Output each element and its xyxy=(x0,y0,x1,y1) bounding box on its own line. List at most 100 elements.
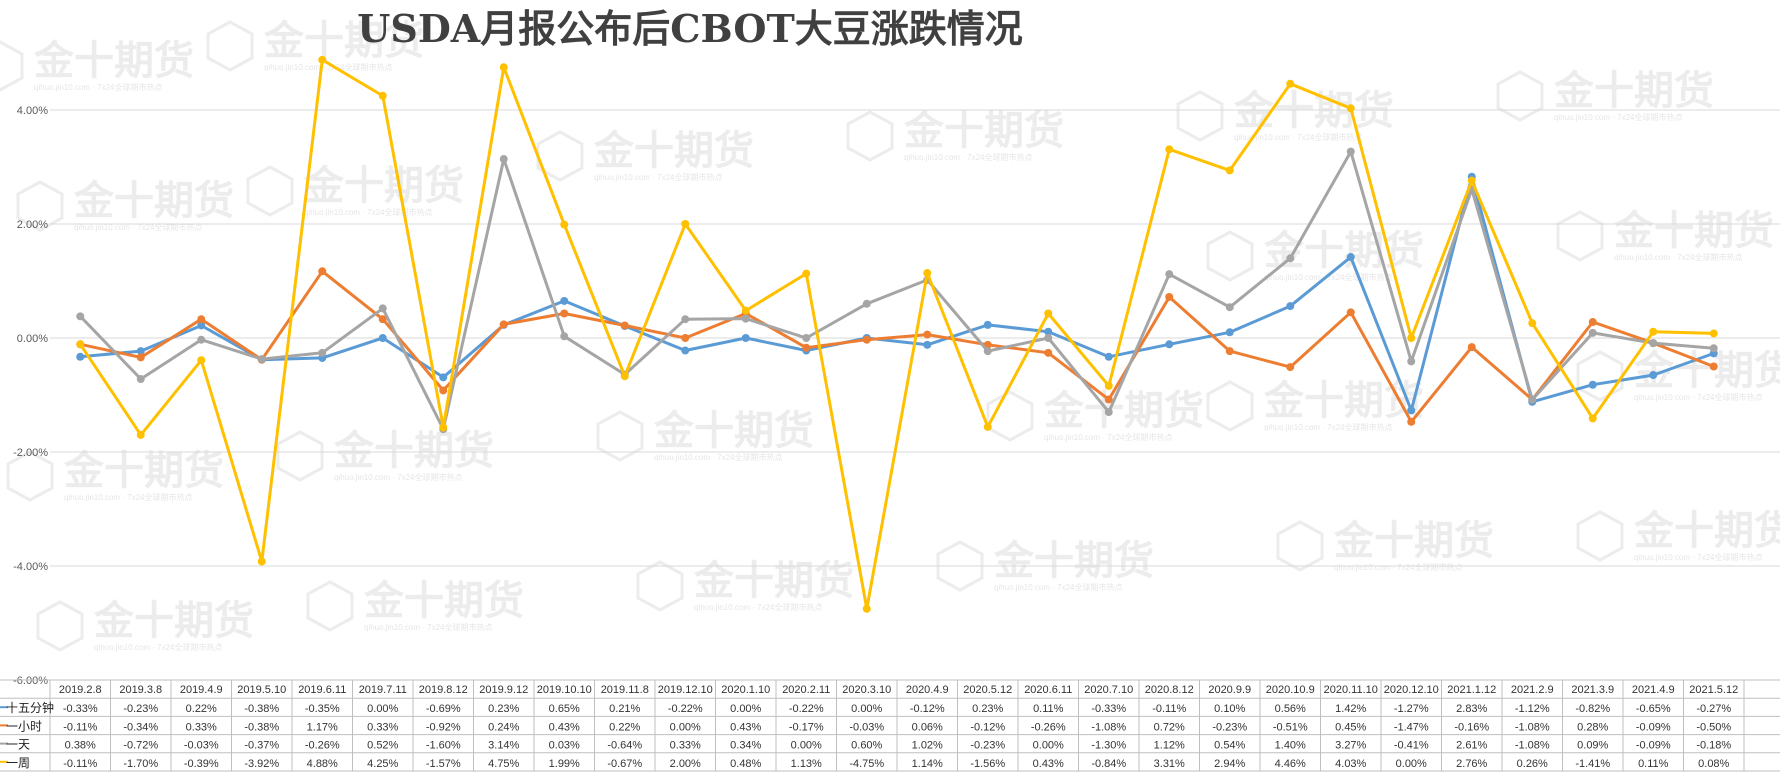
data-point xyxy=(1346,308,1355,317)
watermark-logo-icon xyxy=(1176,90,1224,142)
x-tick-label: 2019.6.11 xyxy=(298,684,346,696)
data-label: -0.11% xyxy=(1152,703,1186,715)
watermark-logo-icon xyxy=(846,110,894,162)
watermark-logo-icon xyxy=(536,130,584,182)
data-point xyxy=(1286,79,1295,88)
data-point xyxy=(1225,303,1234,312)
data-point xyxy=(862,604,871,613)
y-tick-label: 2.00% xyxy=(17,219,48,231)
data-label: 0.38% xyxy=(65,740,96,752)
data-label: -0.64% xyxy=(607,740,642,752)
watermark-brand: 金十期货 xyxy=(1263,378,1424,424)
watermark-subtext: qihuo.jin10.com · 7x24全球期市热点 xyxy=(94,642,223,652)
data-label: -0.37% xyxy=(244,740,279,752)
data-point xyxy=(983,320,992,329)
legend-label: 一小时 xyxy=(6,719,42,733)
data-label: 3.27% xyxy=(1335,740,1366,752)
data-label: 1.13% xyxy=(791,758,822,770)
data-label: 0.54% xyxy=(1214,740,1245,752)
legend-label: 十五分钟 xyxy=(6,700,54,715)
watermark-brand: 金十期货 xyxy=(903,108,1064,154)
data-point xyxy=(1346,253,1355,262)
x-tick-label: 2019.3.8 xyxy=(119,684,162,696)
data-label: 0.22% xyxy=(186,703,217,715)
data-label: -1.41% xyxy=(1575,758,1610,770)
watermark-brand: 金十期货 xyxy=(693,558,854,604)
data-label: -0.18% xyxy=(1696,740,1731,752)
x-tick-label: 2020.7.10 xyxy=(1084,684,1133,696)
watermark-logo-icon xyxy=(636,560,684,612)
x-tick-label: 2019.11.8 xyxy=(601,684,649,696)
data-point xyxy=(197,335,206,344)
watermark-logo-icon xyxy=(246,165,294,217)
data-label: 3.31% xyxy=(1154,758,1185,770)
data-point xyxy=(378,315,387,324)
data-label: -0.33% xyxy=(63,703,98,715)
data-label: -4.75% xyxy=(849,758,884,770)
data-label: 0.33% xyxy=(367,721,398,733)
watermark-subtext: qihuo.jin10.com · 7x24全球期市热点 xyxy=(1334,562,1463,572)
x-tick-label: 2020.5.12 xyxy=(963,684,1012,696)
data-point xyxy=(1225,347,1234,356)
data-label: 0.24% xyxy=(488,721,519,733)
watermark-brand: 金十期货 xyxy=(303,163,464,209)
x-tick-label: 2020.2.11 xyxy=(782,684,830,696)
x-tick-label: 2020.10.9 xyxy=(1266,684,1315,696)
data-label: 0.00% xyxy=(730,703,761,715)
data-point xyxy=(1588,328,1597,337)
data-label: -0.69% xyxy=(426,703,461,715)
data-label: 0.48% xyxy=(730,758,761,770)
data-label: 0.21% xyxy=(609,703,640,715)
watermark-subtext: qihuo.jin10.com · 7x24全球期市热点 xyxy=(304,207,433,217)
data-point xyxy=(741,314,750,323)
watermark-brand: 金十期货 xyxy=(1233,88,1394,134)
watermark-subtext: qihuo.jin10.com · 7x24全球期市热点 xyxy=(1234,132,1363,142)
data-point xyxy=(1346,147,1355,156)
x-tick-label: 2019.5.10 xyxy=(237,684,286,696)
data-point xyxy=(1044,348,1053,357)
x-tick-label: 2021.2.9 xyxy=(1511,684,1554,696)
data-point xyxy=(378,334,387,342)
data-label: -1.27% xyxy=(1394,703,1429,715)
data-point xyxy=(560,309,569,318)
data-point xyxy=(318,55,327,64)
data-label: -1.60% xyxy=(426,740,461,752)
data-point xyxy=(1649,339,1658,348)
data-label: -0.16% xyxy=(1454,721,1489,733)
data-label: 0.33% xyxy=(670,740,701,752)
watermark-subtext: qihuo.jin10.com · 7x24全球期市热点 xyxy=(74,222,203,232)
data-label: -1.08% xyxy=(1515,721,1550,733)
data-point xyxy=(983,422,992,431)
data-point xyxy=(1467,343,1476,352)
watermark-logo-icon xyxy=(1206,380,1254,432)
data-label: -0.84% xyxy=(1091,758,1126,770)
data-label: 1.99% xyxy=(549,758,580,770)
data-point xyxy=(76,340,85,349)
data-point xyxy=(257,355,266,364)
data-label: 0.11% xyxy=(1033,703,1064,715)
data-point xyxy=(1286,302,1295,311)
watermark-subtext: qihuo.jin10.com · 7x24全球期市热点 xyxy=(64,492,193,502)
data-label: -0.17% xyxy=(789,721,824,733)
data-point xyxy=(1407,334,1416,342)
watermark-subtext: qihuo.jin10.com · 7x24全球期市热点 xyxy=(34,82,163,92)
data-label: 4.88% xyxy=(307,758,338,770)
x-tick-label: 2019.10.10 xyxy=(537,684,592,696)
data-point xyxy=(681,346,690,355)
data-label: 3.14% xyxy=(488,740,519,752)
data-label: -1.70% xyxy=(123,758,158,770)
data-label: 0.03% xyxy=(549,740,580,752)
data-label: 0.09% xyxy=(1577,740,1608,752)
watermark-brand: 金十期货 xyxy=(1263,228,1424,274)
data-label: -0.41% xyxy=(1394,740,1429,752)
data-label: 0.43% xyxy=(549,721,580,733)
